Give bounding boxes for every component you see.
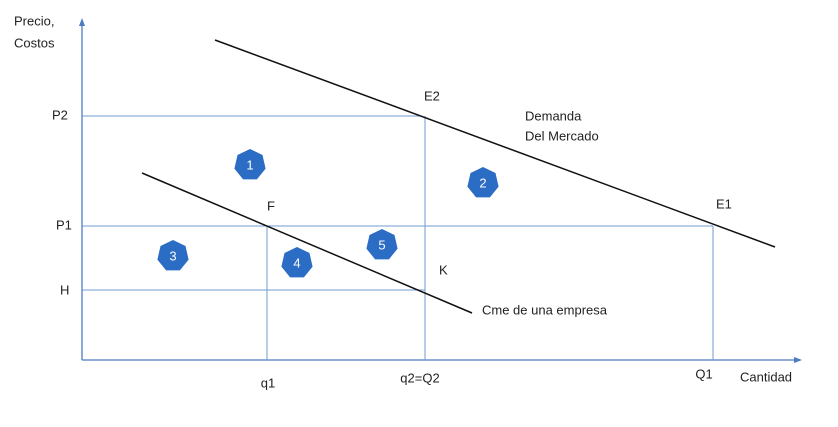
demand-curve: [214, 39, 776, 248]
region-badge: [281, 247, 313, 278]
y-tick-label: H: [60, 282, 69, 297]
y-axis-arrow: [79, 18, 85, 26]
region-number: 4: [293, 255, 300, 270]
region-number: 5: [378, 237, 385, 252]
cost-label: Cme de una empresa: [482, 302, 608, 317]
demand-label: Del Mercado: [525, 128, 599, 143]
region-badge: [467, 167, 499, 198]
x-tick-label: q1: [261, 375, 275, 390]
region-badge: [234, 149, 266, 180]
point-label: F: [267, 198, 275, 213]
region-badge: [366, 229, 398, 260]
cost-curve: [141, 172, 473, 314]
regions: 1 2 3 4 5: [157, 149, 499, 278]
region-number: 3: [169, 248, 176, 263]
y-tick-label: P2: [52, 107, 68, 122]
x-tick-label: q2=Q2: [400, 370, 439, 385]
y-tick-label: P1: [56, 217, 72, 232]
region-number: 1: [246, 157, 253, 172]
point-label: E2: [424, 88, 440, 103]
region-badge: [157, 240, 189, 271]
y-axis-label: Precio,: [14, 13, 54, 28]
demand-label: Demanda: [525, 108, 582, 123]
x-tick-label: Q1: [695, 366, 712, 381]
point-label: E1: [716, 196, 732, 211]
point-label: K: [439, 262, 448, 277]
x-axis-arrow: [794, 357, 802, 363]
y-axis-label: Costos: [14, 35, 55, 50]
region-number: 2: [479, 175, 486, 190]
x-axis-label: Cantidad: [740, 369, 792, 384]
